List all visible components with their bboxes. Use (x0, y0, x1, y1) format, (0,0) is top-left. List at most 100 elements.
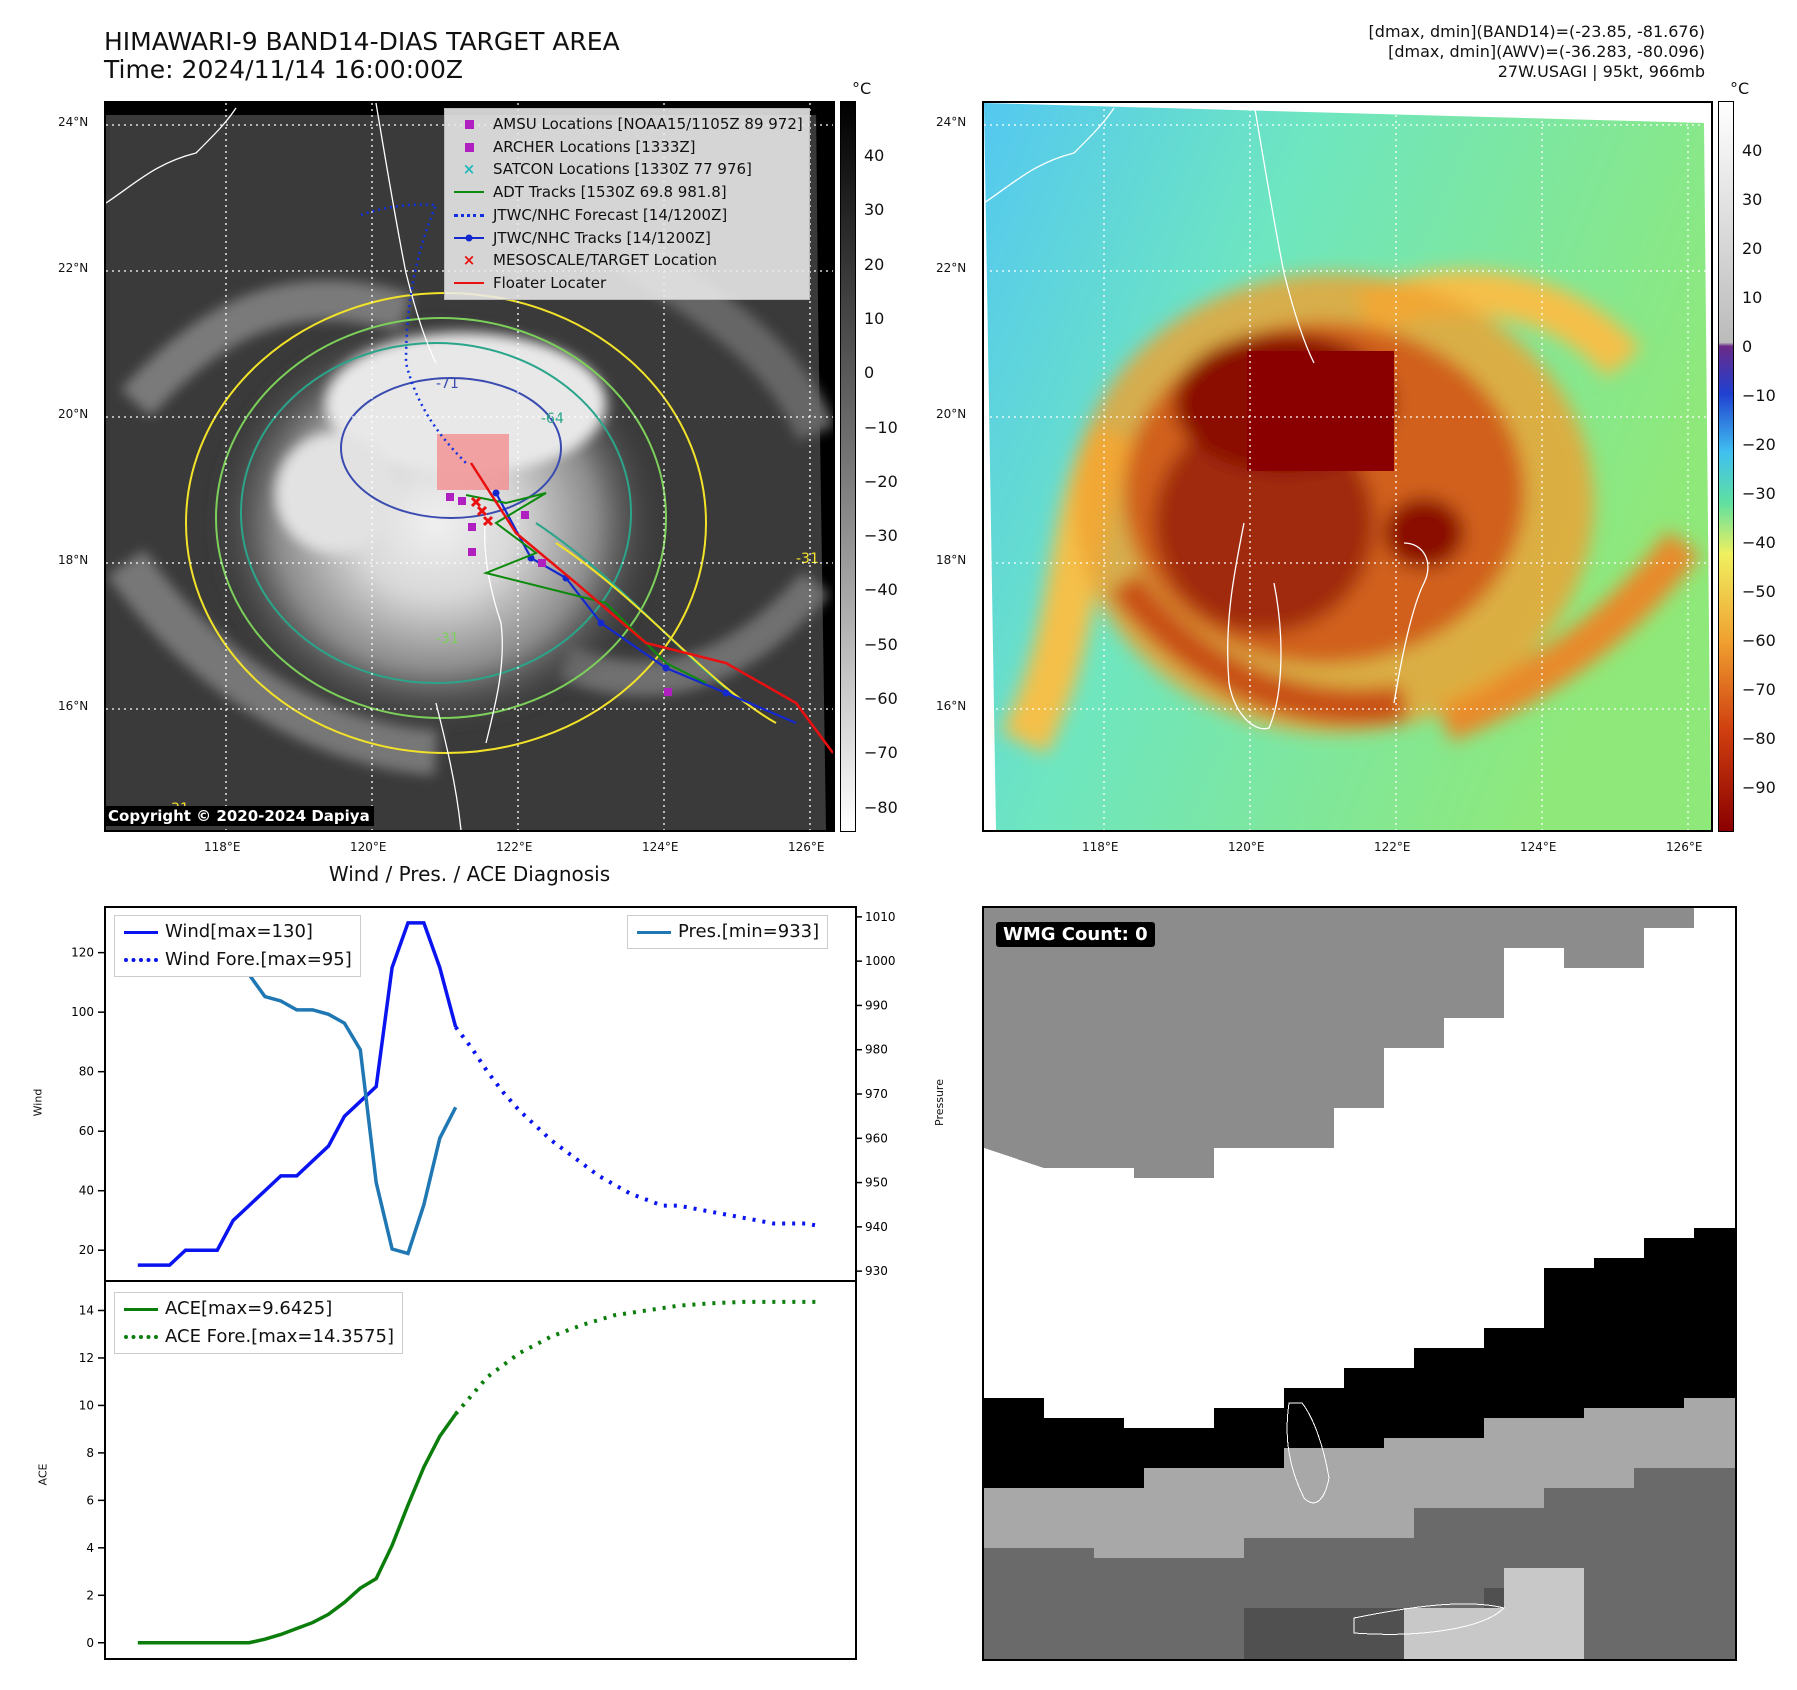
lat-tick-label: 18°N (58, 553, 89, 567)
floater-track (469, 462, 833, 754)
contour-label: -31 (796, 551, 819, 567)
legend-label: JTWC/NHC Forecast [14/1200Z] (493, 205, 728, 224)
legend-item: ACE[max=9.6425] (123, 1295, 394, 1323)
colorbar-tick-label: 0 (864, 363, 875, 383)
colorbar-tick-label: −80 (1742, 729, 1776, 748)
lat-tick-label: 16°N (58, 699, 89, 713)
legend-label: ARCHER Locations [1333Z] (493, 137, 696, 156)
colorbar-tick-label: −50 (1742, 582, 1776, 601)
wmg-light-gray-band (984, 1398, 1735, 1558)
lon-tick-label: 120°E (350, 840, 387, 854)
pressure-series-line (137, 932, 458, 1256)
square-marker-icon (451, 119, 487, 129)
ace-forecast-series-line (454, 1299, 822, 1416)
colorbar-color-unit: °C (1730, 79, 1750, 98)
colorbar-tick-label: −70 (1742, 680, 1776, 699)
colorbar-gray-unit: °C (852, 79, 872, 98)
wmg-black-band (984, 1228, 1735, 1488)
archer-points (446, 493, 672, 696)
copyright-label: Copyright © 2020-2024 Dapiya (104, 806, 374, 826)
colorbar-tick-label: 30 (1742, 190, 1763, 209)
mesoscale-target-markers (470, 496, 494, 527)
pressure-tick-label: 1010 (865, 910, 896, 924)
ace-tick-label: 2 (86, 1588, 94, 1602)
legend-label: ADT Tracks [1530Z 69.8 981.8] (493, 183, 727, 202)
wind-legend: Wind[max=130] Wind Fore.[max=95] (114, 915, 361, 977)
lon-tick-label: 118°E (204, 840, 241, 854)
colorbar-tick-label: −20 (864, 471, 898, 491)
colorbar-color (1718, 101, 1734, 832)
lat-tick-label: 22°N (936, 261, 967, 275)
colorbar-tick-label: −30 (1742, 484, 1776, 503)
colorbar-gray (840, 101, 856, 832)
colorbar-tick-label: −60 (1742, 631, 1776, 650)
line-icon (123, 930, 159, 934)
lon-tick-label: 126°E (788, 840, 825, 854)
colorbar-tick-label: −40 (864, 580, 898, 600)
figure-title: HIMAWARI-9 BAND14-DIAS TARGET AREA Time:… (104, 28, 620, 84)
coastlines (984, 103, 1429, 730)
legend-item: ADT Tracks [1530Z 69.8 981.8] (451, 181, 803, 204)
legend-label: Pres.[min=933] (678, 921, 820, 942)
wind-tick-label: 40 (79, 1184, 94, 1198)
dotted-line-icon (451, 213, 487, 217)
lon-tick-label: 118°E (1082, 840, 1119, 854)
meta-line-3: 27W.USAGI | 95kt, 966mb (1497, 62, 1705, 81)
lon-tick-label: 126°E (1666, 840, 1703, 854)
line-icon (451, 282, 487, 285)
ace-axis-label: ACE (36, 1463, 50, 1486)
pressure-tick-label: 1000 (865, 954, 896, 968)
pressure-tick-label: 940 (865, 1220, 888, 1234)
wind-tick-label: 80 (79, 1065, 94, 1079)
lat-tick-label: 24°N (936, 115, 967, 129)
map-gridlines (984, 103, 1711, 830)
dotted-line-icon (123, 1335, 159, 1339)
no-data-edge (816, 103, 833, 830)
legend-item: JTWC/NHC Forecast [14/1200Z] (451, 204, 803, 227)
wind-tick-label: 120 (71, 946, 94, 960)
colorbar-tick-label: −70 (864, 743, 898, 763)
colorbar-tick-label: 20 (864, 254, 885, 274)
wind-tick-label: 60 (79, 1124, 94, 1138)
colorbar-tick-label: 0 (1742, 337, 1753, 356)
ace-series-line (137, 1412, 458, 1645)
pressure-tick-label: 930 (865, 1264, 888, 1278)
coldest-block (1247, 351, 1394, 471)
lat-tick-label: 24°N (58, 115, 89, 129)
diagnosis-chart-svg: 2040608010012093094095096097098099010001… (71, 906, 896, 1660)
colorbar-tick-label: −10 (864, 417, 898, 437)
dotted-line-icon (123, 958, 159, 962)
legend-label: SATCON Locations [1330Z 77 976] (493, 160, 752, 179)
lat-tick-label: 22°N (58, 261, 89, 275)
meta-line-2: [dmax, dmin](AWV)=(-36.283, -80.096) (1388, 42, 1705, 61)
colorbar-tick-label: 40 (864, 146, 885, 165)
square-marker-icon (451, 142, 487, 152)
legend-item: Wind Fore.[max=95] (123, 946, 352, 974)
cold-cloud-tops (1001, 270, 1700, 755)
contour-label: -71 (436, 376, 459, 392)
coastlines (106, 103, 503, 830)
legend-item: JTWC/NHC Tracks [14/1200Z] (451, 227, 803, 250)
contour-label: -31 (436, 631, 459, 647)
x-marker-icon: × (462, 251, 476, 270)
wind-series-line (137, 921, 458, 1267)
pressure-tick-label: 970 (865, 1087, 888, 1101)
ace-tick-label: 12 (79, 1351, 94, 1365)
legend-label: Floater Locater (493, 273, 607, 292)
lat-tick-label: 16°N (936, 699, 967, 713)
map-legend: AMSU Locations [NOAA15/1105Z 89 972] ARC… (444, 108, 810, 300)
ace-tick-label: 0 (86, 1636, 94, 1650)
colorbar-tick-label: −40 (1742, 533, 1776, 552)
lat-tick-label: 18°N (936, 553, 967, 567)
forecast-track (360, 203, 467, 464)
colorbar-tick-label: 10 (864, 308, 885, 328)
colorbar-tick-label: −50 (864, 634, 898, 654)
ir-color-map (982, 101, 1713, 832)
legend-label: AMSU Locations [NOAA15/1105Z 89 972] (493, 115, 803, 133)
wmg-bright-patch (1404, 1568, 1584, 1659)
pressure-tick-label: 990 (865, 998, 888, 1012)
pressure-legend: Pres.[min=933] (627, 915, 829, 949)
wmg-gray-region-top (984, 908, 1694, 1178)
legend-label: MESOSCALE/TARGET Location (493, 251, 718, 270)
target-area-box (437, 434, 509, 490)
